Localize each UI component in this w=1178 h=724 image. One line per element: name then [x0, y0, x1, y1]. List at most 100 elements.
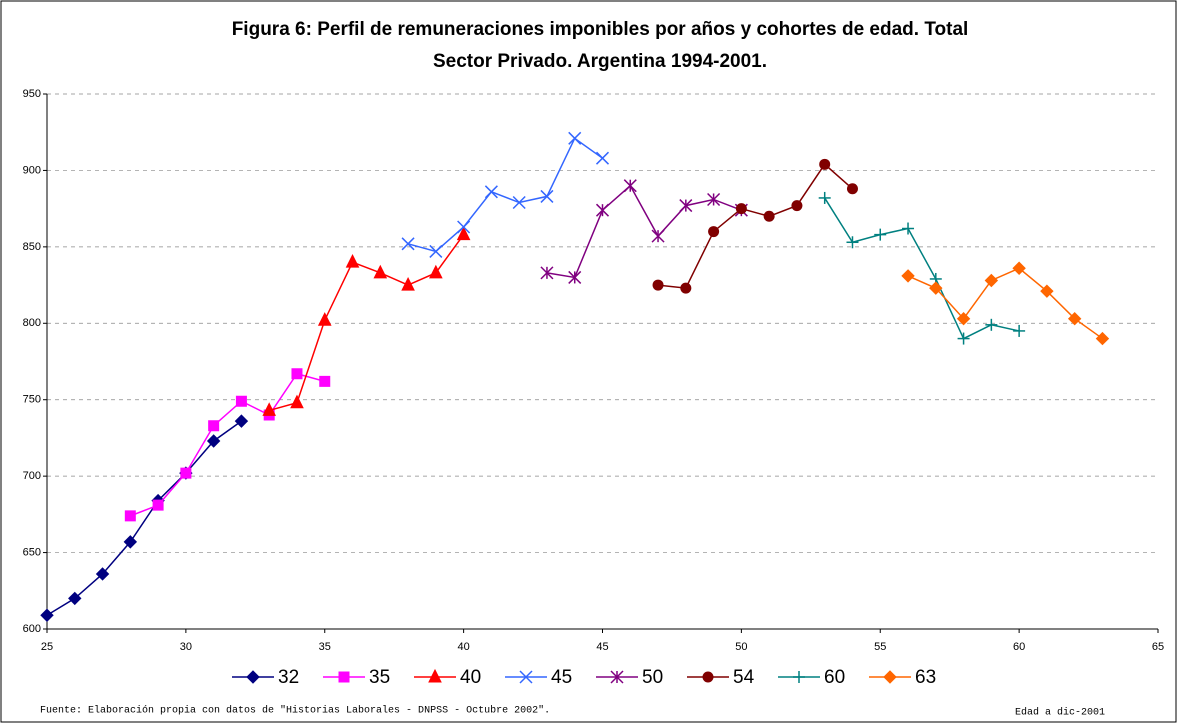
marker-shape	[901, 269, 915, 283]
marker	[846, 236, 859, 249]
marker	[708, 226, 720, 238]
marker-shape	[456, 226, 471, 241]
marker	[319, 375, 331, 387]
marker-shape	[846, 183, 858, 195]
marker-shape	[791, 200, 803, 212]
y-tick-label: 950	[23, 88, 41, 100]
marker-shape	[702, 671, 714, 683]
marker-shape	[883, 670, 897, 684]
legend-marker	[793, 671, 805, 683]
marker-shape	[40, 608, 54, 622]
marker	[652, 279, 664, 291]
marker-shape	[246, 670, 260, 684]
marker	[512, 195, 526, 210]
marker	[208, 420, 220, 432]
y-tick-label: 600	[23, 623, 41, 635]
y-tick-label: 900	[23, 164, 41, 176]
chart-title: Sector Privado. Argentina 1994-2001.	[433, 51, 767, 72]
marker	[68, 591, 82, 606]
y-tick-label: 650	[23, 546, 41, 558]
marker	[540, 266, 554, 280]
marker	[124, 510, 136, 522]
x-tick-label: 35	[319, 641, 331, 653]
marker-shape	[208, 420, 220, 432]
y-tick-label: 750	[23, 394, 41, 406]
legend-marker	[428, 668, 442, 683]
marker-shape	[345, 254, 360, 268]
marker	[956, 311, 971, 326]
legend-label: 35	[369, 667, 390, 688]
legend-label: 50	[642, 667, 663, 688]
marker	[345, 254, 360, 268]
marker-shape	[234, 414, 249, 428]
legend-marker	[883, 670, 897, 684]
marker	[623, 179, 637, 193]
marker	[540, 189, 554, 203]
marker	[234, 414, 249, 428]
marker	[1067, 311, 1082, 326]
marker-shape	[290, 394, 304, 409]
x-tick-label: 50	[735, 641, 747, 653]
x-tick-label: 40	[458, 641, 470, 653]
marker	[985, 318, 998, 331]
marker-stroke	[540, 189, 554, 203]
legend-marker	[246, 670, 260, 684]
series-line	[907, 267, 1103, 340]
marker	[401, 276, 415, 291]
marker	[457, 220, 471, 234]
marker-shape	[317, 312, 332, 326]
marker-shape	[428, 668, 442, 683]
y-tick-label: 850	[23, 241, 41, 253]
marker-shape	[319, 375, 331, 387]
marker	[401, 237, 415, 251]
chart-title: Figura 6: Perfil de remuneraciones impon…	[232, 19, 969, 40]
x-tick-label: 60	[1013, 641, 1025, 653]
marker	[152, 499, 164, 511]
marker-shape	[735, 203, 747, 215]
marker	[595, 151, 610, 165]
marker-shape	[984, 273, 999, 288]
marker	[568, 131, 582, 145]
marker-shape	[956, 311, 971, 326]
marker	[1095, 331, 1110, 346]
series-line	[46, 420, 242, 616]
marker-shape	[124, 510, 136, 522]
marker	[40, 608, 54, 622]
marker-shape	[652, 279, 664, 291]
series-line	[657, 163, 853, 289]
marker-shape	[123, 535, 138, 549]
marker	[373, 264, 388, 279]
marker-shape	[763, 210, 775, 222]
marker	[262, 402, 277, 416]
marker-shape	[1040, 284, 1054, 298]
marker-shape	[235, 395, 247, 407]
marker	[929, 281, 943, 295]
marker	[902, 222, 915, 235]
marker	[206, 434, 221, 448]
marker-shape	[819, 158, 831, 170]
marker-shape	[291, 368, 303, 380]
marker-stroke	[519, 670, 533, 684]
marker-shape	[206, 434, 221, 448]
marker-shape	[152, 499, 164, 511]
marker-shape	[338, 671, 350, 683]
marker	[429, 244, 443, 258]
marker	[95, 567, 110, 581]
marker	[651, 229, 665, 243]
marker-shape	[1067, 311, 1082, 326]
marker	[123, 535, 138, 549]
marker	[874, 228, 887, 241]
source-note: Fuente: Elaboración propia con datos de …	[40, 705, 550, 717]
legend-marker	[702, 671, 714, 683]
legend-label: 60	[824, 667, 845, 688]
marker	[818, 191, 831, 204]
marker-shape	[708, 226, 720, 238]
marker	[791, 200, 803, 212]
legend-label: 32	[278, 667, 299, 688]
marker-shape	[373, 264, 388, 279]
marker	[291, 368, 303, 380]
marker	[819, 158, 831, 170]
marker	[1013, 324, 1026, 337]
marker-stroke	[595, 151, 610, 165]
